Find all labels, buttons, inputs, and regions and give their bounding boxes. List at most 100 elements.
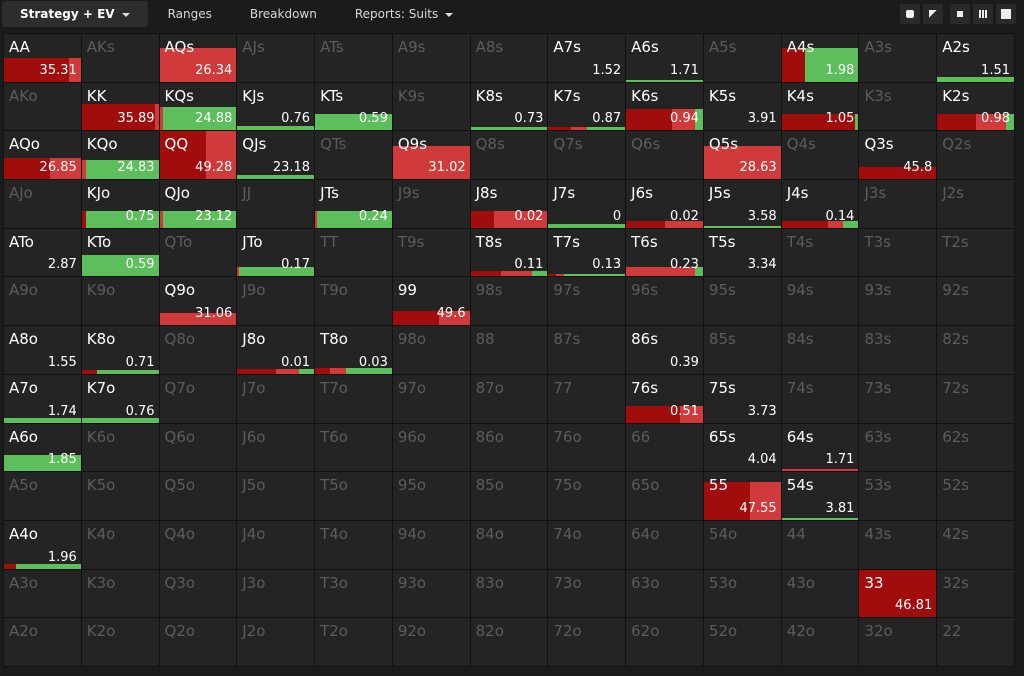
hand-cell[interactable]: 83s [859,326,937,374]
hand-cell[interactable]: 43o [781,569,859,618]
tab[interactable]: Breakdown [232,1,335,27]
hand-cell[interactable]: K8s 0.73 [470,82,548,131]
hand-cell[interactable]: QTo [159,228,237,277]
hand-cell[interactable]: K4s 1.05 [781,82,859,131]
hand-cell[interactable]: K5o [81,472,159,520]
hand-cell[interactable]: 76o [548,423,626,472]
hand-cell[interactable]: J5s 3.58 [703,180,781,228]
hand-cell[interactable]: 65s 4.04 [703,423,781,472]
tool-button[interactable] [950,4,970,24]
hand-cell[interactable]: T2s [937,228,1014,277]
hand-cell[interactable]: 62o [626,618,703,666]
hand-cell[interactable]: J2s [937,180,1014,228]
hand-cell[interactable]: Q9o 31.06 [159,277,237,326]
hand-cell[interactable]: KTo 0.59 [81,228,159,277]
hand-cell[interactable]: 74s [781,374,859,423]
hand-cell[interactable]: J9o [237,277,315,326]
hand-cell[interactable]: Q2s [937,131,1014,180]
hand-cell[interactable]: 43s [859,520,937,569]
hand-cell[interactable]: QJs 23.18 [237,131,315,180]
hand-cell[interactable]: 86s 0.39 [626,326,703,374]
hand-cell[interactable]: 93s [859,277,937,326]
hand-cell[interactable]: 87o [470,374,548,423]
tool-button[interactable] [923,4,943,24]
hand-cell[interactable]: 52s [937,472,1014,520]
hand-cell[interactable]: 84s [781,326,859,374]
hand-cell[interactable]: 99 49.6 [392,277,470,326]
hand-cell[interactable]: T8o 0.03 [315,326,392,374]
hand-cell[interactable]: 22 [937,618,1014,666]
hand-cell[interactable]: A4o 1.96 [4,520,81,569]
hand-cell[interactable]: 54s 3.81 [781,472,859,520]
tool-button[interactable] [996,4,1016,24]
hand-cell[interactable]: J3o [237,569,315,618]
hand-cell[interactable]: 32o [859,618,937,666]
hand-cell[interactable]: TT [315,228,392,277]
hand-cell[interactable]: J2o [237,618,315,666]
tab[interactable]: Strategy + EV [2,1,148,27]
tool-button[interactable] [900,4,920,24]
hand-cell[interactable]: T4s [781,228,859,277]
hand-cell[interactable]: QQ 49.28 [159,131,237,180]
hand-cell[interactable]: 95o [392,472,470,520]
hand-cell[interactable]: J3s [859,180,937,228]
hand-cell[interactable]: AQo 26.85 [4,131,81,180]
hand-cell[interactable]: 33 46.81 [859,569,937,618]
hand-cell[interactable]: 82o [470,618,548,666]
hand-cell[interactable]: AA 35.31 [4,34,81,82]
hand-cell[interactable]: 95s [703,277,781,326]
hand-cell[interactable]: 88 [470,326,548,374]
hand-cell[interactable]: A9o [4,277,81,326]
hand-cell[interactable]: T8s 0.11 [470,228,548,277]
hand-cell[interactable]: 83o [470,569,548,618]
hand-cell[interactable]: A3o [4,569,81,618]
hand-cell[interactable]: 75o [548,472,626,520]
hand-cell[interactable]: A7s 1.52 [548,34,626,82]
hand-cell[interactable]: AJs [237,34,315,82]
hand-cell[interactable]: A5o [4,472,81,520]
hand-cell[interactable]: JTs 0.24 [315,180,392,228]
hand-cell[interactable]: Q7s [548,131,626,180]
hand-cell[interactable]: Q2o [159,618,237,666]
hand-cell[interactable]: Q8o [159,326,237,374]
hand-cell[interactable]: 73o [548,569,626,618]
hand-cell[interactable]: Q9s 31.02 [392,131,470,180]
hand-cell[interactable]: 86o [470,423,548,472]
hand-cell[interactable]: 92o [392,618,470,666]
hand-cell[interactable]: 87s [548,326,626,374]
hand-cell[interactable]: T5o [315,472,392,520]
hand-cell[interactable]: 74o [548,520,626,569]
hand-cell[interactable]: Q5o [159,472,237,520]
hand-cell[interactable]: ATs [315,34,392,82]
hand-cell[interactable]: AKo [4,82,81,131]
hand-cell[interactable]: A2s 1.51 [937,34,1014,82]
hand-cell[interactable]: A9s [392,34,470,82]
hand-cell[interactable]: KQo 24.83 [81,131,159,180]
hand-cell[interactable]: JJ [237,180,315,228]
hand-cell[interactable]: 42o [781,618,859,666]
hand-cell[interactable]: J6o [237,423,315,472]
hand-cell[interactable]: 75s 3.73 [703,374,781,423]
hand-cell[interactable]: 85s [703,326,781,374]
hand-cell[interactable]: A6s 1.71 [626,34,703,82]
hand-cell[interactable]: KTs 0.59 [315,82,392,131]
hand-cell[interactable]: T6o [315,423,392,472]
hand-cell[interactable]: K3o [81,569,159,618]
hand-cell[interactable]: J7o [237,374,315,423]
hand-cell[interactable]: K9s [392,82,470,131]
hand-cell[interactable]: T7s 0.13 [548,228,626,277]
hand-cell[interactable]: 94s [781,277,859,326]
hand-cell[interactable]: A7o 1.74 [4,374,81,423]
hand-cell[interactable]: J4o [237,520,315,569]
hand-cell[interactable]: T4o [315,520,392,569]
hand-cell[interactable]: 98o [392,326,470,374]
hand-cell[interactable]: AJo [4,180,81,228]
hand-cell[interactable]: AQs 26.34 [159,34,237,82]
hand-cell[interactable]: A4s 1.98 [781,34,859,82]
hand-cell[interactable]: J8s 0.02 [470,180,548,228]
hand-cell[interactable]: AKs [81,34,159,82]
hand-cell[interactable]: 72o [548,618,626,666]
hand-cell[interactable]: J6s 0.02 [626,180,703,228]
hand-cell[interactable]: 55 47.55 [703,472,781,520]
hand-cell[interactable]: A8s [470,34,548,82]
